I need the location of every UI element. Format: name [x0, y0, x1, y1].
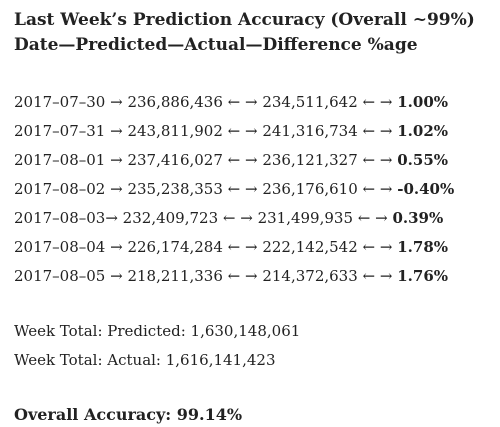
- week-total-actual: Week Total: Actual: 1,616,141,423: [14, 351, 276, 369]
- difference-value: 1.02%: [397, 122, 449, 140]
- column-legend: Date—Predicted—Actual—Difference %age: [14, 35, 418, 55]
- overall-accuracy: Overall Accuracy: 99.14%: [14, 405, 243, 424]
- difference-value: 0.39%: [392, 209, 444, 227]
- difference-value: 1.76%: [397, 267, 449, 285]
- actual-text: → 236,176,610 ← →: [245, 180, 393, 198]
- week-total-predicted: Week Total: Predicted: 1,630,148,061: [14, 322, 301, 340]
- prediction-row: 2017–08–05 → 218,211,336 ← → 214,372,633…: [14, 262, 494, 291]
- difference-value: 1.00%: [397, 93, 449, 111]
- actual-text: → 234,511,642 ← →: [245, 93, 393, 111]
- date-predicted-text: 2017–07–30 → 236,886,436 ←: [14, 93, 241, 111]
- difference-value: 0.55%: [397, 151, 449, 169]
- article-body: Last Week’s Prediction Accuracy (Overall…: [14, 8, 494, 427]
- date-predicted-text: 2017–08–05 → 218,211,336 ←: [14, 267, 241, 285]
- date-predicted-text: 2017–07–31 → 243,811,902 ←: [14, 122, 241, 140]
- prediction-row: 2017–08–04 → 226,174,284 ← → 222,142,542…: [14, 233, 494, 262]
- page-title: Last Week’s Prediction Accuracy (Overall…: [14, 10, 475, 30]
- actual-text: → 222,142,542 ← →: [245, 238, 393, 256]
- prediction-row: 2017–07–30 → 236,886,436 ← → 234,511,642…: [14, 88, 494, 117]
- difference-value: 1.78%: [397, 238, 449, 256]
- actual-text: → 236,121,327 ← →: [245, 151, 393, 169]
- prediction-list: 2017–07–30 → 236,886,436 ← → 234,511,642…: [14, 88, 494, 291]
- actual-text: → 241,316,734 ← →: [245, 122, 393, 140]
- prediction-row: 2017–08–02 → 235,238,353 ← → 236,176,610…: [14, 175, 494, 204]
- actual-text: → 214,372,633 ← →: [245, 267, 393, 285]
- prediction-row: 2017–07–31 → 243,811,902 ← → 241,316,734…: [14, 117, 494, 146]
- date-predicted-text: 2017–08–02 → 235,238,353 ←: [14, 180, 241, 198]
- prediction-row: 2017–08–03→ 232,409,723 ← → 231,499,935 …: [14, 204, 494, 233]
- actual-text: → 231,499,935 ← →: [240, 209, 388, 227]
- date-predicted-text: 2017–08–03→ 232,409,723 ←: [14, 209, 236, 227]
- date-predicted-text: 2017–08–01 → 237,416,027 ←: [14, 151, 241, 169]
- difference-value: -0.40%: [397, 180, 455, 198]
- prediction-row: 2017–08–01 → 237,416,027 ← → 236,121,327…: [14, 146, 494, 175]
- week-totals: Week Total: Predicted: 1,630,148,061 Wee…: [14, 317, 494, 375]
- date-predicted-text: 2017–08–04 → 226,174,284 ←: [14, 238, 241, 256]
